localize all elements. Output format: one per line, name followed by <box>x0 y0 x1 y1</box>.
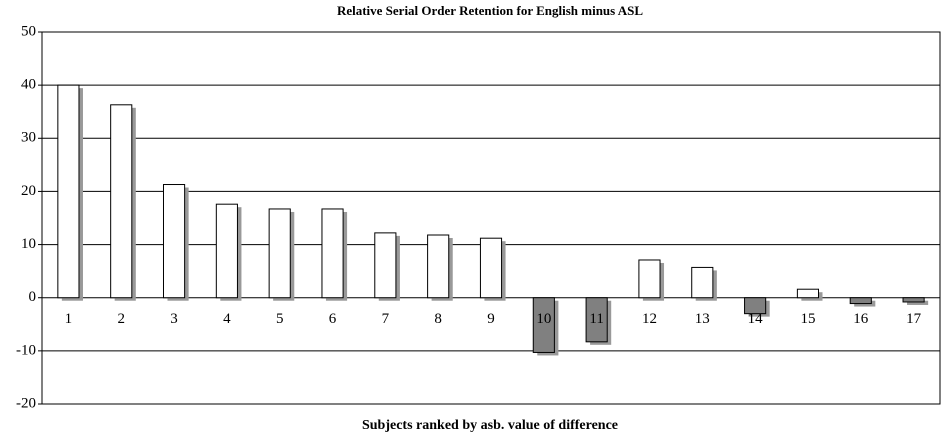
x-tick-label: 14 <box>748 311 764 327</box>
bar <box>427 234 450 299</box>
x-tick-label: 8 <box>434 311 442 327</box>
bar <box>902 297 925 303</box>
bar <box>57 84 80 299</box>
y-tick-label: 30 <box>21 130 36 146</box>
chart-title: Relative Serial Order Retention for Engl… <box>337 3 643 18</box>
x-tick-label: 13 <box>695 311 710 327</box>
y-tick-label: 50 <box>21 23 36 39</box>
bar-shadow <box>907 300 929 305</box>
bar <box>585 297 608 343</box>
bar <box>268 208 291 299</box>
bar <box>479 237 503 299</box>
x-tick-label: 17 <box>906 311 922 327</box>
y-tick-label: -10 <box>16 342 36 358</box>
y-tick-label: 20 <box>21 183 36 199</box>
bar <box>691 266 714 299</box>
x-tick-label: 12 <box>642 311 657 327</box>
x-axis-label: Subjects ranked by asb. value of differe… <box>362 418 618 433</box>
bar <box>796 288 820 299</box>
x-tick-label: 11 <box>589 311 603 327</box>
x-tick-label: 9 <box>487 311 495 327</box>
x-tick-label: 6 <box>329 311 337 327</box>
x-tick-label: 3 <box>170 311 178 327</box>
bar <box>321 208 344 299</box>
x-tick-label: 2 <box>117 311 125 327</box>
x-tick-label: 10 <box>536 311 551 327</box>
bar <box>215 203 238 299</box>
y-tick-label: 10 <box>21 236 36 252</box>
x-tick-label: 15 <box>800 311 815 327</box>
bar <box>110 104 133 299</box>
x-tick-label: 5 <box>276 311 284 327</box>
x-tick-label: 7 <box>382 311 390 327</box>
y-tick-label: 40 <box>21 77 36 93</box>
x-tick-label: 1 <box>65 311 73 327</box>
y-tick-label: -20 <box>16 395 36 411</box>
bar <box>849 297 872 305</box>
x-tick-label: 16 <box>853 311 869 327</box>
bar <box>638 259 661 299</box>
bar <box>532 297 555 353</box>
x-tick-label: 4 <box>223 311 231 327</box>
bar <box>744 297 767 315</box>
plot-border <box>41 31 941 405</box>
bar <box>374 232 397 299</box>
y-tick-label: 0 <box>29 289 37 305</box>
bar <box>162 184 186 299</box>
